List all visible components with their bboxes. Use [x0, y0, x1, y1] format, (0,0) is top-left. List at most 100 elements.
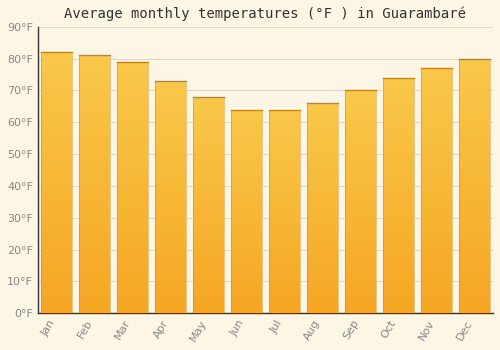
Bar	[382, 92, 414, 97]
Bar	[41, 235, 72, 240]
Bar	[344, 211, 376, 215]
Bar	[79, 303, 110, 308]
Bar	[117, 197, 148, 203]
Bar	[458, 196, 490, 201]
Bar	[41, 131, 72, 136]
Bar	[458, 176, 490, 181]
Bar	[193, 257, 224, 261]
Bar	[420, 289, 452, 294]
Bar	[420, 294, 452, 299]
Bar	[155, 160, 186, 164]
Bar	[155, 234, 186, 239]
Bar	[41, 204, 72, 209]
Bar	[307, 254, 338, 259]
Bar	[117, 137, 148, 142]
Bar	[307, 284, 338, 288]
Bar	[307, 107, 338, 112]
Bar	[458, 278, 490, 282]
Bar	[155, 174, 186, 178]
Bar	[269, 118, 300, 122]
Bar	[344, 95, 376, 99]
Bar	[382, 106, 414, 111]
Bar	[382, 224, 414, 229]
Bar	[307, 103, 338, 107]
Bar	[344, 202, 376, 206]
Bar	[420, 83, 452, 88]
Bar	[79, 164, 110, 169]
Bar	[269, 260, 300, 264]
Bar	[79, 122, 110, 128]
Bar	[155, 90, 186, 95]
Bar	[307, 229, 338, 233]
Bar	[231, 276, 262, 281]
Bar	[382, 101, 414, 106]
Bar	[420, 161, 452, 166]
Bar	[269, 276, 300, 281]
Bar	[41, 303, 72, 308]
Bar	[382, 299, 414, 304]
Bar	[193, 274, 224, 279]
Bar	[117, 107, 148, 112]
Bar	[420, 132, 452, 137]
Bar	[382, 294, 414, 299]
Bar	[193, 131, 224, 136]
Bar	[269, 191, 300, 195]
Bar	[155, 230, 186, 234]
Bar	[41, 89, 72, 94]
Bar	[231, 285, 262, 289]
Bar	[79, 308, 110, 313]
Bar	[307, 204, 338, 208]
Bar	[117, 263, 148, 268]
Bar	[231, 236, 262, 240]
Bar	[458, 166, 490, 170]
Bar	[193, 283, 224, 287]
Bar	[41, 115, 72, 120]
Bar	[344, 273, 376, 278]
Bar	[41, 271, 72, 276]
Bar	[344, 90, 376, 95]
Bar	[269, 219, 300, 224]
Bar	[458, 114, 490, 120]
Bar	[41, 245, 72, 251]
Bar	[117, 223, 148, 228]
Bar	[382, 257, 414, 261]
Bar	[117, 82, 148, 87]
Bar	[231, 187, 262, 191]
Bar	[307, 133, 338, 137]
Bar	[117, 308, 148, 313]
Bar	[458, 222, 490, 226]
Bar	[269, 224, 300, 228]
Bar	[420, 88, 452, 93]
Bar	[458, 298, 490, 303]
Bar	[344, 144, 376, 148]
Bar	[344, 295, 376, 300]
Bar	[307, 280, 338, 284]
Bar	[193, 105, 224, 110]
Bar	[382, 181, 414, 186]
Bar	[155, 113, 186, 118]
Bar	[307, 145, 338, 149]
Bar	[193, 214, 224, 218]
Bar	[41, 52, 72, 57]
Bar	[231, 175, 262, 179]
Bar	[41, 193, 72, 198]
Bar	[193, 183, 224, 188]
Bar	[382, 111, 414, 116]
Bar	[344, 206, 376, 211]
Bar	[420, 259, 452, 264]
Bar	[193, 235, 224, 240]
Bar	[269, 285, 300, 289]
Bar	[382, 120, 414, 125]
Bar	[307, 187, 338, 191]
Bar	[155, 244, 186, 248]
Bar	[458, 110, 490, 114]
Bar	[344, 117, 376, 121]
Bar	[193, 287, 224, 292]
Bar	[344, 162, 376, 166]
Bar	[117, 127, 148, 132]
Bar	[420, 245, 452, 250]
Bar	[193, 110, 224, 114]
Bar	[344, 193, 376, 197]
Bar	[307, 292, 338, 296]
Bar	[117, 303, 148, 308]
